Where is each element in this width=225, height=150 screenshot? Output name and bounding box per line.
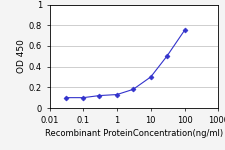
Y-axis label: OD 450: OD 450 [17, 39, 26, 73]
X-axis label: Recombinant ProteinConcentration(ng/ml): Recombinant ProteinConcentration(ng/ml) [45, 129, 223, 138]
